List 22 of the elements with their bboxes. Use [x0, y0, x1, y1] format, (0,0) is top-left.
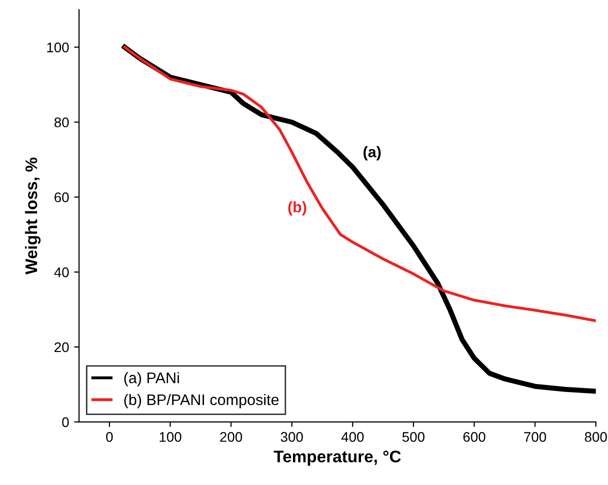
- y-tick-label: 40: [54, 267, 69, 278]
- annotation: (a): [364, 146, 381, 160]
- x-tick-label: 600: [463, 432, 486, 442]
- x-tick-label: 100: [160, 432, 182, 442]
- x-axis-title: Temperature, °C: [274, 450, 401, 466]
- x-tick-label: 400: [341, 432, 364, 442]
- y-tick-label: 80: [54, 117, 69, 128]
- legend-label: (a) PANi: [124, 372, 179, 386]
- line-series: [123, 46, 596, 322]
- annotation: (b): [288, 201, 306, 216]
- x-tick-label: 500: [402, 432, 424, 442]
- x-tick-label: 800: [584, 432, 607, 442]
- y-tick-label: 20: [54, 342, 69, 352]
- x-tick-label: 300: [280, 432, 303, 442]
- x-tick-label: 700: [524, 432, 546, 442]
- x-tick-label: 200: [220, 432, 242, 442]
- x-tick-label: 0: [106, 432, 113, 442]
- legend-label: (b) BP/PANI composite: [124, 394, 279, 408]
- y-axis-title: Weight loss, %: [24, 158, 41, 274]
- y-tick-label: 60: [54, 192, 69, 202]
- y-tick-label: 0: [62, 417, 69, 428]
- y-tick-label: 100: [47, 42, 69, 52]
